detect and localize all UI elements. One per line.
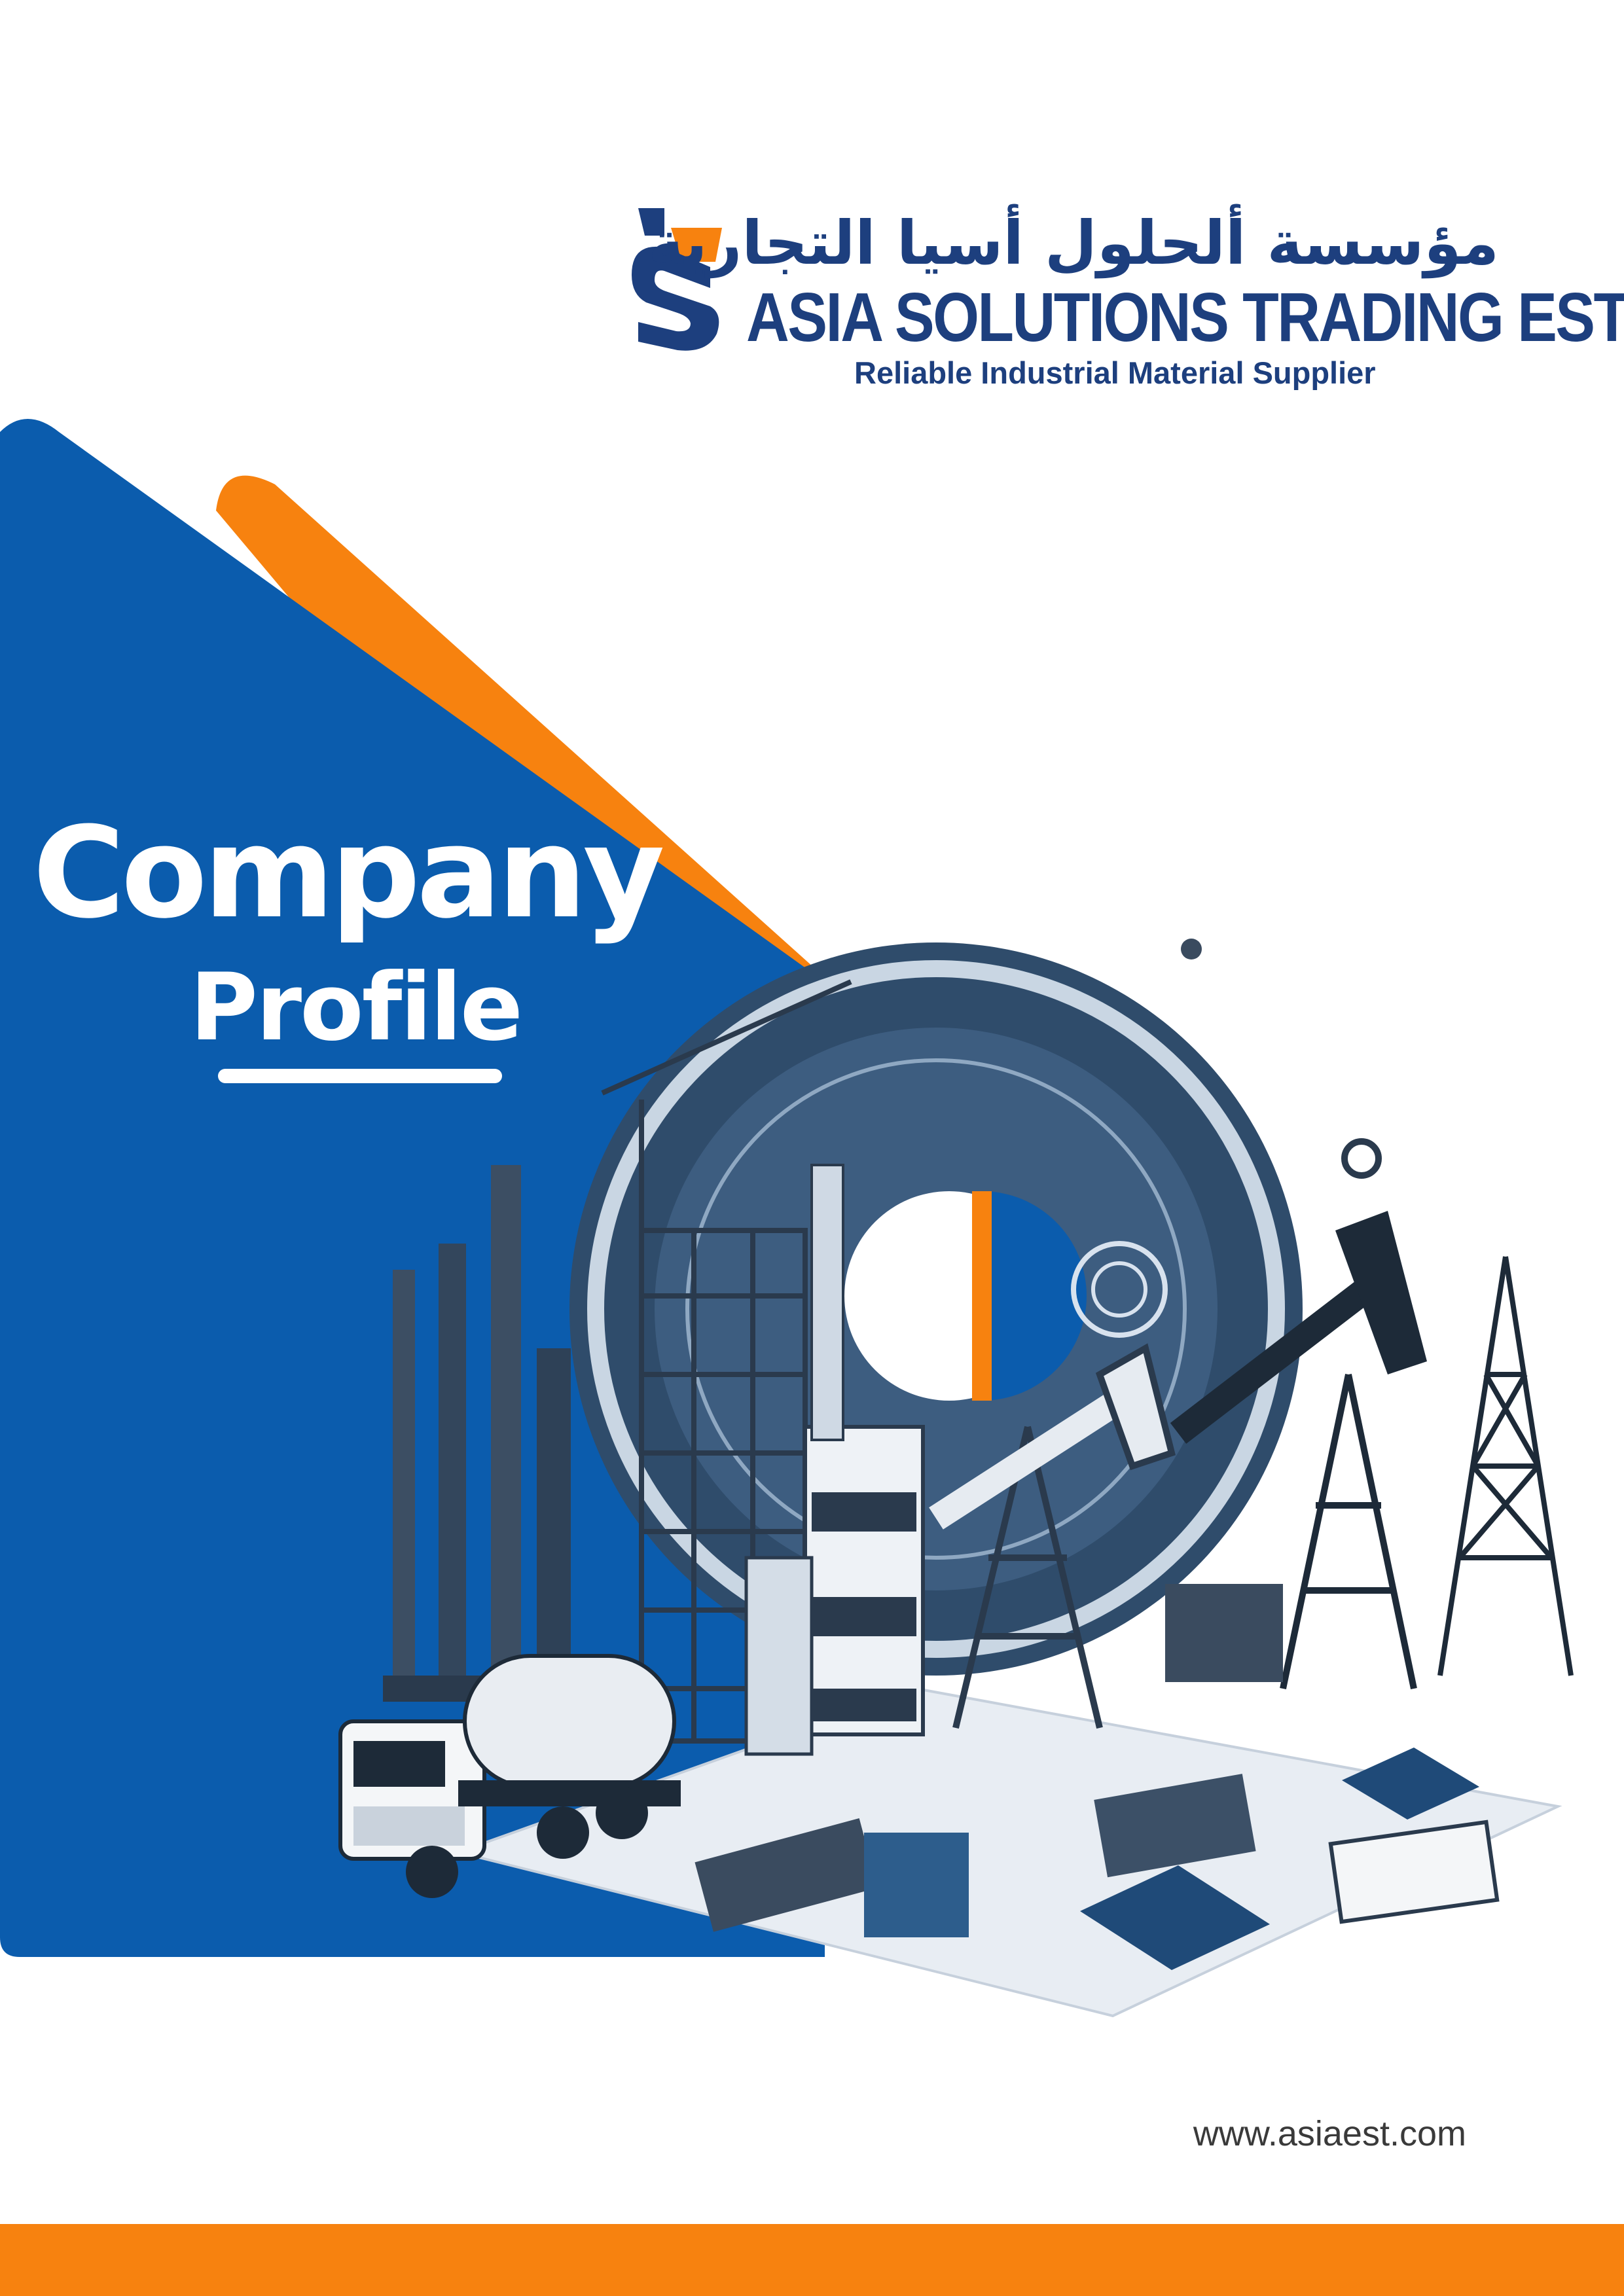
company-tagline: Reliable Industrial Material Supplier: [854, 355, 1376, 390]
bottom-accent-bar: [0, 2224, 1624, 2296]
title-profile: Profile: [190, 954, 523, 1062]
pumpjack-right: [1165, 1211, 1427, 1690]
central-building: [744, 1164, 925, 1756]
floor-equipment: [695, 1748, 1500, 1970]
title-company: Company: [33, 800, 665, 946]
company-logo-icon: [632, 208, 722, 351]
tanker-truck: [338, 1654, 681, 1898]
lattice-tower: [1437, 1256, 1574, 1676]
website-url[interactable]: www.asiaest.com: [1193, 2114, 1466, 2153]
company-name-english: ASIA SOLUTIONS TRADING EST.: [746, 279, 1624, 356]
title-underline: [218, 1069, 502, 1083]
floating-ring-icon: [1341, 1138, 1382, 1179]
blue-panel: [0, 419, 825, 1957]
floating-dot-icon: [1181, 939, 1202, 960]
industrial-collage-illustration: [338, 939, 1574, 2018]
company-name-arabic: مؤسسة ألحلول أسيا التجارية: [648, 208, 1499, 278]
pumpjack-left: [929, 1343, 1176, 1729]
smokestacks: [383, 1165, 586, 1702]
